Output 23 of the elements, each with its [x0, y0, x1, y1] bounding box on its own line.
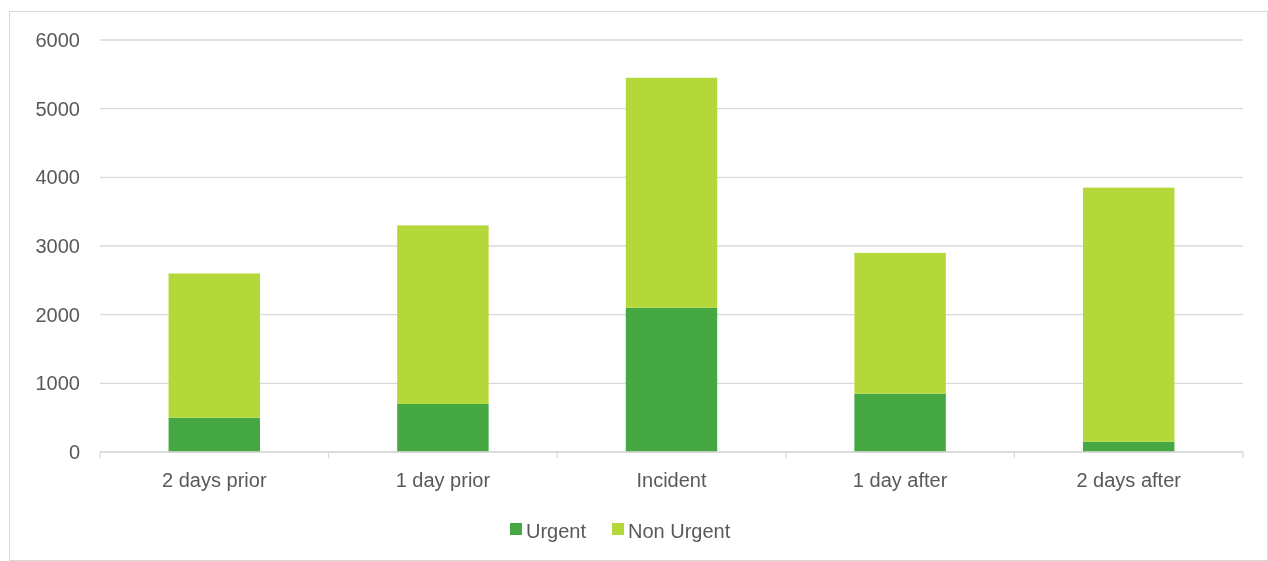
y-tick-label: 5000 [35, 97, 80, 120]
x-tick-label: 2 days prior [162, 469, 267, 491]
bar [625, 77, 718, 308]
y-tick-label: 2000 [35, 303, 80, 326]
x-tick-label: 1 day prior [395, 469, 491, 491]
bar [168, 273, 261, 418]
bar [168, 417, 261, 452]
x-tick-label: 2 days after [1076, 469, 1182, 491]
legend-label: Urgent [526, 520, 587, 542]
bar [854, 252, 946, 394]
y-tick-label: 6000 [35, 29, 80, 51]
y-tick-label: 1000 [35, 372, 80, 395]
y-tick-label: 0 [68, 441, 80, 463]
bar [854, 393, 946, 452]
x-tick-label: Incident [636, 469, 707, 491]
y-tick-label: 4000 [35, 166, 80, 189]
bar [1082, 187, 1175, 442]
x-tick-label: 1 day after [852, 469, 948, 491]
bar [625, 307, 718, 452]
bar [397, 225, 489, 404]
bar [397, 403, 489, 452]
legend-label: Non Urgent [628, 520, 731, 542]
y-tick-label: 3000 [35, 235, 80, 257]
